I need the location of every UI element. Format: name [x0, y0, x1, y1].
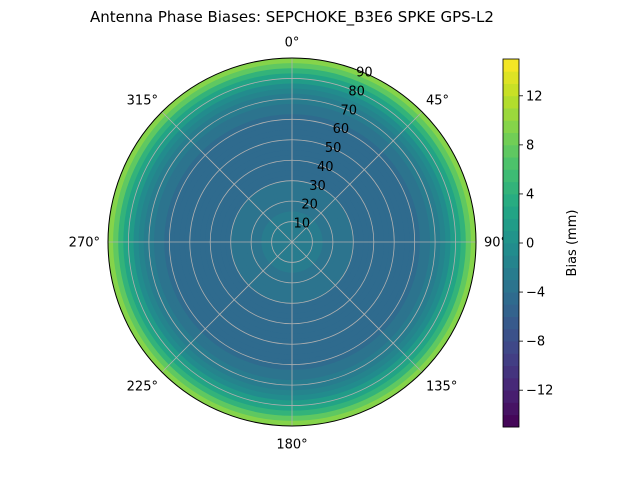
polar-outline: [107, 57, 477, 427]
angular-grid-line: [161, 241, 293, 373]
colorbar-level: [503, 206, 519, 219]
colorbar-level: [503, 181, 519, 195]
angular-grid-line: [161, 111, 293, 243]
colorbar-level: [503, 108, 519, 121]
colorbar-level: [503, 255, 519, 268]
radial-tick-label: 50: [325, 141, 342, 156]
chart-title: Antenna Phase Biases: SEPCHOKE_B3E6 SPKE…: [90, 8, 494, 27]
radial-tick-label: 20: [301, 198, 318, 213]
radial-tick-label: 30: [309, 179, 326, 194]
colorbar-level: [503, 304, 519, 317]
radial-tick-label: 10: [294, 217, 311, 232]
angle-tick-label: 315°: [127, 93, 158, 108]
colorbar-level: [503, 218, 519, 232]
radial-tick-label: 40: [317, 160, 334, 175]
colorbar-label: Bias (mm): [565, 210, 580, 277]
colorbar-tick-label: 0: [526, 237, 534, 252]
colorbar-level: [503, 59, 519, 72]
colorbar-level: [503, 402, 519, 416]
colorbar-level: [503, 414, 519, 428]
colorbar: −12 −8 −4 0 4 8 12: [502, 58, 553, 428]
colorbar-tick-label: −8: [526, 335, 545, 350]
angular-grid-line: [291, 111, 423, 243]
radial-tick-label: 80: [348, 84, 365, 99]
angle-tick-label: 135°: [426, 380, 457, 395]
colorbar-level: [503, 328, 519, 342]
colorbar-level: [503, 95, 519, 109]
colorbar-level: [503, 120, 519, 133]
colorbar-level: [503, 365, 519, 379]
colorbar-tick-label: 12: [526, 89, 543, 104]
angle-tick-label: 225°: [127, 380, 158, 395]
angle-tick-label: 180°: [276, 438, 307, 453]
angle-tick-label: 270°: [69, 236, 100, 251]
angle-tick-label: 45°: [426, 93, 449, 108]
colorbar-level: [503, 157, 519, 170]
colorbar-tick-label: −4: [526, 286, 545, 301]
colorbar-tick-label: 4: [526, 187, 534, 202]
angle-tick-label: 0°: [285, 36, 300, 51]
colorbar-level: [503, 83, 519, 97]
colorbar-level: [503, 243, 519, 256]
colorbar-tick-label: −12: [526, 384, 553, 399]
colorbar-level: [503, 292, 519, 305]
colorbar-level: [503, 144, 519, 158]
colorbar-level: [503, 316, 519, 330]
angle-tick-label: 90°: [484, 236, 507, 251]
colorbar-level: [503, 169, 519, 183]
colorbar-level: [503, 193, 519, 207]
colorbar-level: [503, 279, 519, 293]
colorbar-level: [503, 341, 519, 354]
radial-tick-label: 60: [333, 122, 350, 137]
angle-tick-labels: 0° 45° 90° 135° 180° 225° 270° 315°: [69, 36, 507, 453]
radial-tick-label: 70: [340, 103, 357, 118]
colorbar-level: [503, 353, 519, 367]
angular-grid-line: [291, 241, 423, 373]
colorbar-level: [503, 71, 519, 84]
colorbar-level: [503, 267, 519, 281]
colorbar-tick-label: 8: [526, 138, 534, 153]
colorbar-level: [503, 377, 519, 391]
colorbar-level: [503, 230, 519, 244]
colorbar-level: [503, 132, 519, 146]
colorbar-level: [503, 390, 519, 403]
polar-grid: [108, 58, 476, 426]
